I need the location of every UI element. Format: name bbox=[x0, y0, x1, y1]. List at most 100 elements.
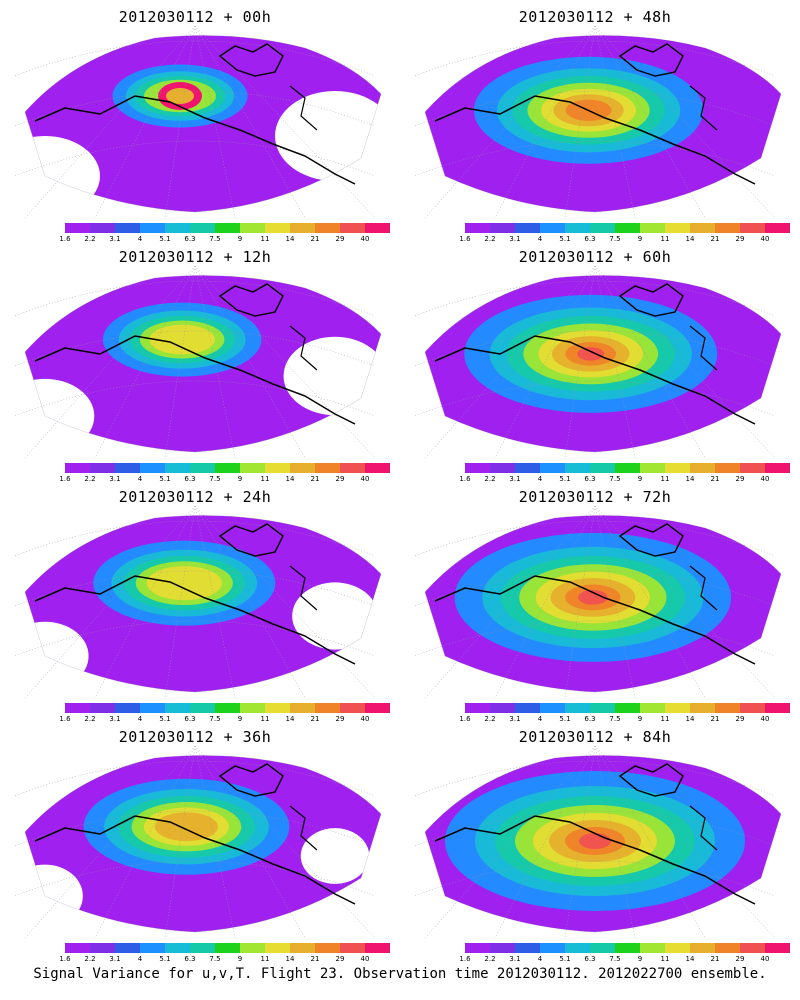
colorbar-swatch bbox=[315, 223, 340, 233]
colorbar-labels: 1.6 2.2 3.1 4 5.1 6.3 7.5 9 11 14 21 29 40 bbox=[59, 715, 369, 725]
colorbar-tick-label: 6.3 bbox=[184, 955, 196, 963]
colorbar-tick-label: 4 bbox=[537, 955, 543, 963]
colorbar-swatch bbox=[190, 223, 215, 233]
colorbar-tick-label: 7.5 bbox=[609, 475, 621, 483]
colorbar-swatch bbox=[490, 703, 515, 713]
colorbar-swatch bbox=[765, 943, 790, 953]
colorbar-labels: 1.6 2.2 3.1 4 5.1 6.3 7.5 9 11 14 21 29 40 bbox=[59, 475, 369, 485]
colorbar-tick-label: 7.5 bbox=[609, 235, 621, 243]
variance-map bbox=[14, 26, 382, 218]
colorbar-swatch bbox=[340, 703, 365, 713]
colorbar-swatch bbox=[640, 943, 665, 953]
colorbar-swatch bbox=[665, 463, 690, 473]
colorbar-swatch bbox=[465, 703, 490, 713]
colorbar bbox=[65, 943, 390, 953]
colorbar-swatch bbox=[765, 463, 790, 473]
colorbar-tick-label: 5.1 bbox=[159, 955, 171, 963]
colorbar-swatch bbox=[90, 223, 115, 233]
colorbar-swatch bbox=[690, 463, 715, 473]
colorbar-tick-label: 7.5 bbox=[209, 235, 221, 243]
colorbar-swatch bbox=[665, 223, 690, 233]
colorbar-swatch bbox=[715, 703, 740, 713]
colorbar-tick-label: 4 bbox=[537, 235, 543, 243]
colorbar-tick-label: 14 bbox=[685, 955, 695, 963]
colorbar-tick-label: 29 bbox=[335, 235, 345, 243]
colorbar-tick-label: 9 bbox=[237, 475, 243, 483]
colorbar-tick-label: 29 bbox=[735, 955, 745, 963]
colorbar-swatch bbox=[590, 463, 615, 473]
colorbar-tick-label: 21 bbox=[310, 475, 320, 483]
colorbar-swatch bbox=[315, 943, 340, 953]
colorbar-swatch bbox=[340, 943, 365, 953]
colorbar-tick-label: 2.2 bbox=[84, 955, 96, 963]
colorbar-labels: 1.6 2.2 3.1 4 5.1 6.3 7.5 9 11 14 21 29 40 bbox=[59, 955, 369, 965]
variance-map bbox=[414, 266, 782, 458]
colorbar-tick-label: 4 bbox=[537, 475, 543, 483]
colorbar-swatch bbox=[165, 703, 190, 713]
colorbar-swatch bbox=[140, 223, 165, 233]
colorbar-tick-label: 7.5 bbox=[209, 475, 221, 483]
colorbar-tick-label: 9 bbox=[237, 715, 243, 723]
colorbar-swatch bbox=[765, 223, 790, 233]
colorbar-tick-label: 14 bbox=[285, 475, 295, 483]
colorbar-tick-label: 11 bbox=[260, 235, 270, 243]
colorbar-tick-label: 11 bbox=[260, 475, 270, 483]
colorbar-swatch bbox=[240, 943, 265, 953]
variance-map bbox=[14, 506, 382, 698]
colorbar-tick-label: 2.2 bbox=[484, 475, 496, 483]
map-panel: 2012030112 + 12h 1.6 2.2 3.1 4 5.1 6.3 7.5 9 11 14… bbox=[5, 242, 390, 483]
colorbar-swatch bbox=[590, 703, 615, 713]
colorbar-tick-label: 14 bbox=[285, 955, 295, 963]
colorbar-swatch bbox=[140, 703, 165, 713]
colorbar-tick-label: 1.6 bbox=[59, 955, 71, 963]
colorbar-swatch bbox=[240, 463, 265, 473]
colorbar-tick-label: 5.1 bbox=[559, 475, 571, 483]
colorbar-swatch bbox=[265, 703, 290, 713]
colorbar-swatch bbox=[215, 943, 240, 953]
colorbar-swatch bbox=[365, 943, 390, 953]
colorbar-tick-label: 2.2 bbox=[484, 955, 496, 963]
colorbar-tick-label: 29 bbox=[735, 475, 745, 483]
colorbar-tick-label: 1.6 bbox=[459, 715, 471, 723]
colorbar-swatch bbox=[90, 943, 115, 953]
colorbar-swatch bbox=[315, 703, 340, 713]
colorbar bbox=[65, 223, 390, 233]
colorbar-swatch bbox=[215, 223, 240, 233]
colorbar-swatch bbox=[465, 463, 490, 473]
colorbar-tick-label: 5.1 bbox=[559, 955, 571, 963]
colorbar-swatch bbox=[490, 463, 515, 473]
colorbar-swatch bbox=[515, 703, 540, 713]
colorbar-tick-label: 11 bbox=[260, 715, 270, 723]
colorbar-swatch bbox=[315, 463, 340, 473]
colorbar-tick-label: 21 bbox=[710, 955, 720, 963]
colorbar-tick-label: 6.3 bbox=[584, 475, 596, 483]
variance-map bbox=[414, 506, 782, 698]
colorbar-swatch bbox=[90, 703, 115, 713]
colorbar-tick-label: 40 bbox=[360, 715, 370, 723]
colorbar-tick-label: 40 bbox=[360, 235, 370, 243]
colorbar-tick-label: 11 bbox=[260, 955, 270, 963]
colorbar-tick-label: 7.5 bbox=[209, 955, 221, 963]
colorbar-swatch bbox=[665, 943, 690, 953]
colorbar-tick-label: 5.1 bbox=[159, 235, 171, 243]
colorbar-tick-label: 2.2 bbox=[484, 715, 496, 723]
variance-map bbox=[414, 746, 782, 938]
colorbar-tick-label: 9 bbox=[237, 955, 243, 963]
colorbar-tick-label: 5.1 bbox=[559, 715, 571, 723]
colorbar-tick-label: 3.1 bbox=[109, 235, 121, 243]
colorbar-tick-label: 5.1 bbox=[159, 475, 171, 483]
colorbar-swatch bbox=[540, 703, 565, 713]
colorbar-tick-label: 4 bbox=[137, 235, 143, 243]
colorbar-tick-label: 3.1 bbox=[109, 955, 121, 963]
colorbar-tick-label: 1.6 bbox=[59, 475, 71, 483]
colorbar-swatch bbox=[515, 223, 540, 233]
colorbar bbox=[465, 703, 790, 713]
colorbar-swatch bbox=[190, 703, 215, 713]
colorbar-tick-label: 1.6 bbox=[459, 475, 471, 483]
colorbar-tick-label: 29 bbox=[735, 235, 745, 243]
colorbar-swatch bbox=[740, 943, 765, 953]
colorbar-tick-label: 1.6 bbox=[59, 235, 71, 243]
colorbar-tick-label: 3.1 bbox=[109, 715, 121, 723]
colorbar-swatch bbox=[740, 463, 765, 473]
colorbar-swatch bbox=[665, 703, 690, 713]
